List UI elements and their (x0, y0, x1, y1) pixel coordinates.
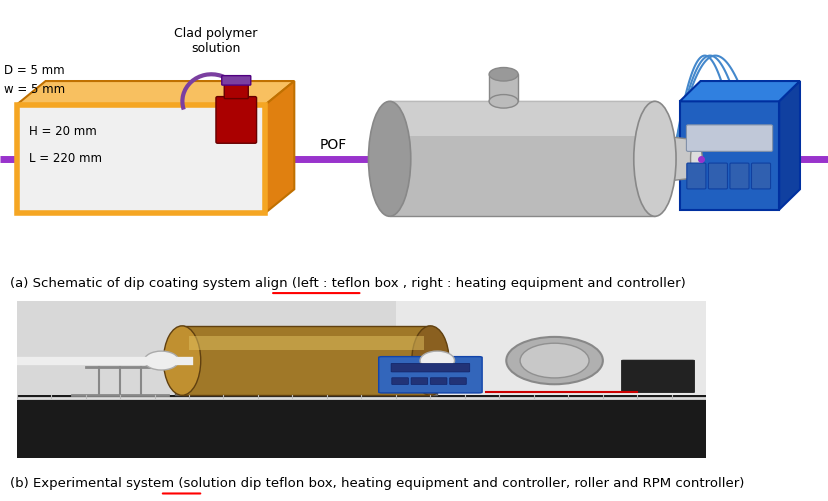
FancyBboxPatch shape (430, 378, 446, 384)
Ellipse shape (144, 351, 179, 370)
Ellipse shape (506, 337, 602, 384)
Ellipse shape (163, 326, 200, 395)
FancyBboxPatch shape (224, 84, 248, 99)
Polygon shape (679, 101, 778, 209)
Ellipse shape (420, 351, 454, 370)
FancyBboxPatch shape (221, 76, 250, 85)
Polygon shape (17, 105, 265, 213)
Polygon shape (182, 326, 430, 395)
Ellipse shape (519, 343, 589, 378)
Ellipse shape (690, 140, 701, 178)
Ellipse shape (368, 101, 411, 216)
Polygon shape (389, 101, 654, 216)
Text: D = 5 mm: D = 5 mm (4, 64, 65, 77)
Polygon shape (265, 81, 294, 213)
FancyBboxPatch shape (378, 357, 482, 393)
Text: (a) Schematic of dip coating system align (left : teflon box , right : heating e: (a) Schematic of dip coating system alig… (10, 277, 685, 290)
FancyBboxPatch shape (686, 125, 772, 151)
Polygon shape (389, 101, 654, 136)
Text: L = 220 mm: L = 220 mm (29, 152, 102, 165)
Polygon shape (17, 81, 294, 105)
Text: POF: POF (319, 138, 346, 152)
Polygon shape (679, 81, 799, 101)
FancyBboxPatch shape (215, 97, 257, 143)
FancyBboxPatch shape (392, 378, 408, 384)
Polygon shape (778, 81, 799, 209)
Text: Clad polymer
solution: Clad polymer solution (174, 27, 257, 55)
Polygon shape (489, 74, 518, 101)
Polygon shape (396, 301, 705, 395)
FancyBboxPatch shape (729, 163, 749, 189)
Polygon shape (654, 135, 696, 182)
Text: H = 20 mm: H = 20 mm (29, 125, 97, 138)
Ellipse shape (412, 326, 449, 395)
FancyBboxPatch shape (686, 163, 705, 189)
FancyBboxPatch shape (411, 378, 427, 384)
Ellipse shape (489, 95, 518, 108)
Text: w = 5 mm: w = 5 mm (4, 83, 65, 96)
Polygon shape (17, 395, 705, 458)
Polygon shape (17, 301, 705, 395)
FancyBboxPatch shape (449, 378, 465, 384)
FancyBboxPatch shape (391, 363, 469, 372)
Polygon shape (189, 336, 423, 350)
FancyBboxPatch shape (750, 163, 769, 189)
FancyBboxPatch shape (175, 383, 437, 395)
FancyBboxPatch shape (707, 163, 726, 189)
Text: (b) Experimental system (solution dip teflon box, heating equipment and controll: (b) Experimental system (solution dip te… (10, 477, 744, 490)
Ellipse shape (633, 101, 676, 216)
FancyBboxPatch shape (621, 360, 694, 393)
Ellipse shape (489, 68, 518, 81)
